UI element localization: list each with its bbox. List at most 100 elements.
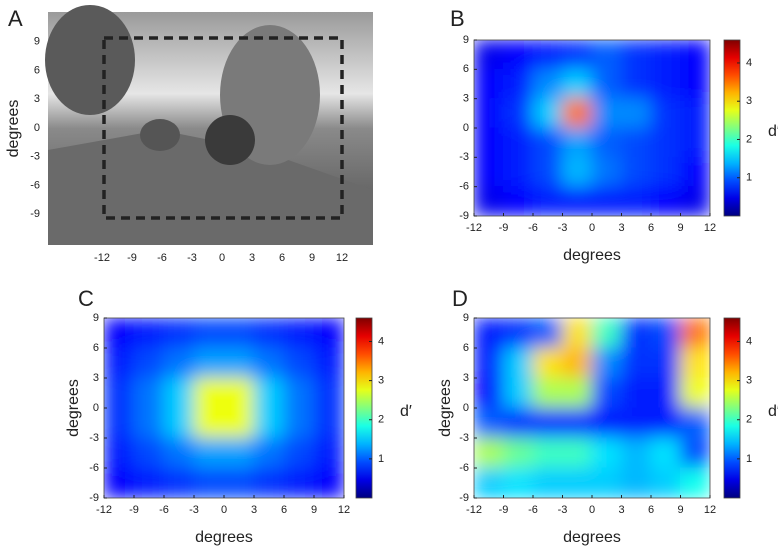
heatmap-cell: [474, 347, 504, 379]
heatmap-cell: [591, 68, 622, 100]
heatmap-cell: [253, 318, 285, 349]
x-tick-label: 9: [311, 504, 317, 516]
x-tick-label: 12: [704, 222, 716, 234]
y-tick-label: 6: [34, 64, 40, 76]
heatmap-cell: [562, 40, 593, 70]
x-tick-label: -9: [129, 504, 139, 516]
heatmap-cell: [680, 98, 710, 129]
heatmap-cell: [532, 407, 563, 439]
colorbar-label: d′: [768, 403, 778, 420]
heatmap-cell: [621, 68, 652, 100]
heatmap-cell: [621, 98, 652, 129]
y-tick-label: -3: [459, 151, 469, 163]
colorbar-tick-label: 1: [746, 453, 752, 465]
colorbar-label: d′: [768, 123, 778, 140]
x-tick-label: -6: [528, 504, 538, 516]
heatmap-cell: [680, 68, 710, 100]
panel-label: B: [450, 6, 465, 31]
heatmap-cell: [474, 407, 504, 439]
heatmap-cell: [193, 467, 225, 498]
colorbar-tick-label: 3: [746, 95, 752, 107]
colorbar-tick-label: 4: [746, 335, 752, 347]
x-tick-label: -12: [96, 504, 112, 516]
heatmap-cell: [680, 318, 710, 349]
heatmap-cell: [503, 467, 534, 498]
x-axis-label: degrees: [195, 529, 253, 546]
heatmap-cell: [621, 40, 652, 70]
heatmap-cell: [621, 186, 652, 216]
y-tick-label: 9: [463, 312, 469, 324]
heatmap-cell: [591, 318, 622, 349]
y-tick-label: -9: [89, 492, 99, 504]
heatmap-cell: [313, 377, 344, 409]
photo: [45, 5, 373, 245]
colorbar: [723, 317, 741, 499]
panel-label: D: [452, 286, 468, 311]
y-axis-label: degrees: [5, 100, 22, 158]
x-tick-label: 0: [589, 222, 595, 234]
heatmap-cell: [680, 186, 710, 216]
x-tick-label: 3: [251, 504, 257, 516]
heatmap-cell: [104, 467, 135, 498]
x-tick-label: 6: [648, 504, 654, 516]
heatmap-cell: [283, 407, 315, 439]
x-tick-label: -9: [127, 252, 137, 264]
panel-label: C: [78, 286, 94, 311]
heatmap-cell: [133, 377, 165, 409]
heatmap-cell: [591, 127, 622, 158]
heatmap-cell: [133, 467, 165, 498]
x-tick-label: -3: [187, 252, 197, 264]
heatmap-cell: [313, 407, 344, 439]
heatmap-cell: [650, 467, 681, 498]
heatmap-cell: [283, 467, 315, 498]
heatmap-cell: [253, 437, 285, 469]
y-tick-label: 9: [93, 312, 99, 324]
heatmap-cell: [532, 127, 563, 158]
colorbar-label: d′: [400, 403, 412, 420]
heatmap-cell: [680, 467, 710, 498]
heatmap-cell: [474, 98, 504, 129]
y-tick-label: -9: [459, 492, 469, 504]
heatmap-cell: [503, 98, 534, 129]
heatmap-cell: [193, 377, 225, 409]
heatmap-cell: [133, 407, 165, 439]
heatmap: [474, 318, 710, 498]
heatmap-cell: [562, 407, 593, 439]
colorbar-tick-label: 1: [746, 172, 752, 184]
x-tick-label: -12: [466, 222, 482, 234]
heatmap-cell: [591, 437, 622, 469]
heatmap-cell: [313, 437, 344, 469]
x-tick-label: 6: [281, 504, 287, 516]
heatmap-cell: [474, 437, 504, 469]
x-tick-label: 0: [219, 252, 225, 264]
heatmap-cell: [313, 467, 344, 498]
heatmap-cell: [650, 318, 681, 349]
heatmap-cell: [591, 40, 622, 70]
heatmap-cell: [562, 347, 593, 379]
x-tick-label: -9: [499, 222, 509, 234]
x-tick-label: -12: [466, 504, 482, 516]
x-tick-label: -3: [558, 222, 568, 234]
heatmap-cell: [650, 377, 681, 409]
x-tick-label: -6: [157, 252, 167, 264]
x-tick-label: -3: [558, 504, 568, 516]
y-tick-label: -6: [459, 181, 469, 193]
heatmap-cell: [133, 347, 165, 379]
heatmap-cell: [193, 318, 225, 349]
y-tick-label: 3: [34, 93, 40, 105]
y-tick-label: 3: [463, 93, 469, 105]
colorbar-tick-label: 2: [378, 414, 384, 426]
y-tick-label: 6: [93, 342, 99, 354]
heatmap-cell: [562, 156, 593, 188]
heatmap-cell: [650, 186, 681, 216]
heatmap-cell: [474, 318, 504, 349]
heatmap-cell: [562, 377, 593, 409]
heatmap-cell: [474, 186, 504, 216]
heatmap-cell: [532, 318, 563, 349]
y-tick-label: -6: [30, 179, 40, 191]
heatmap-cell: [621, 347, 652, 379]
x-tick-label: 12: [336, 252, 348, 264]
x-tick-label: 6: [279, 252, 285, 264]
x-tick-label: 12: [338, 504, 350, 516]
